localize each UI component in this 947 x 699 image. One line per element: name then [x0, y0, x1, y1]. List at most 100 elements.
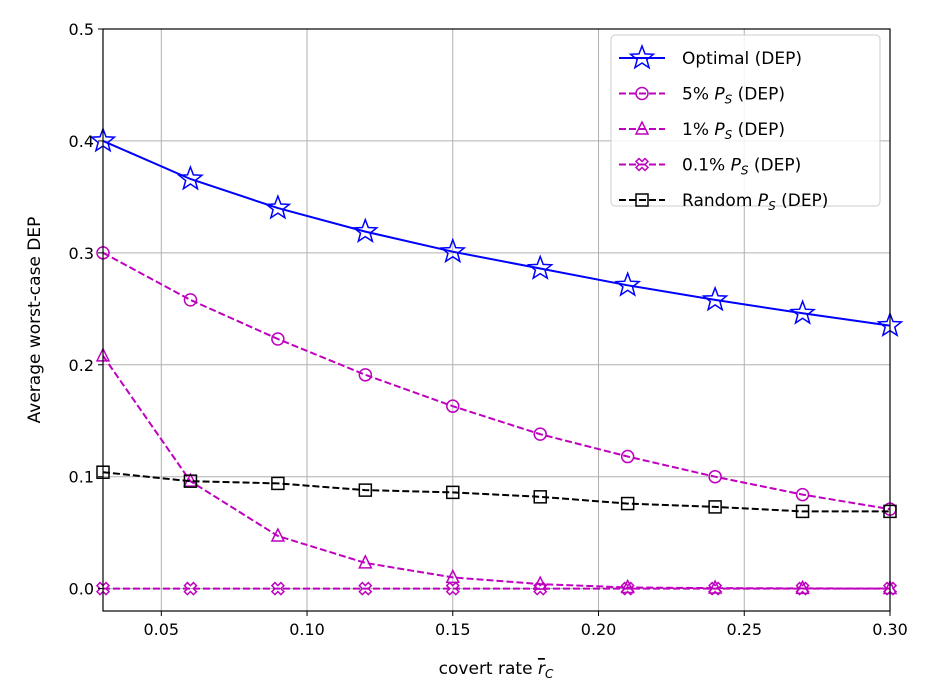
marker-x	[533, 581, 548, 596]
plot-frame	[102, 28, 891, 612]
x-axis-label: covert rate rC	[439, 659, 554, 681]
legend-label: 5% PS (DEP)	[682, 85, 785, 107]
legend-entry: Optimal (DEP)	[619, 43, 802, 70]
marker-x	[270, 581, 285, 596]
legend-label-suffix: (DEP)	[748, 156, 801, 176]
marker-circle	[795, 487, 810, 502]
legend-label-prefix: 5%	[682, 85, 714, 105]
marker-star	[789, 299, 817, 325]
marker-x	[708, 581, 723, 596]
marker-triangle	[270, 527, 286, 542]
x-tick-label: 0.30	[872, 620, 908, 639]
y-tick-label: 0.3	[69, 244, 94, 263]
marker-triangle	[358, 554, 373, 569]
x-axis-label-prefix: covert rate	[439, 659, 538, 679]
marker-star	[439, 237, 467, 264]
series-line	[102, 139, 891, 327]
x-tick-label: 0.20	[581, 620, 617, 639]
legend-entry: 0.1% PS (DEP)	[619, 156, 801, 178]
y-tick-label: 0.2	[69, 356, 94, 375]
legend-label-sub: S	[725, 93, 733, 107]
marker-circle	[533, 427, 547, 441]
marker-x	[445, 581, 460, 596]
legend-label-prefix: Optimal (DEP)	[682, 49, 802, 69]
marker-circle	[708, 469, 722, 484]
marker-square	[708, 500, 722, 514]
marker-square	[358, 483, 373, 497]
marker-circle	[358, 368, 373, 382]
legend-label-sub: S	[725, 128, 733, 142]
legend-entry: 5% PS (DEP)	[619, 85, 785, 107]
marker-square	[271, 476, 285, 491]
legend-label-var: P	[714, 85, 725, 105]
marker-circle	[183, 293, 198, 307]
x-axis-label-var: r	[538, 659, 546, 679]
legend-label-prefix: Random	[682, 191, 758, 211]
marker-star	[176, 164, 204, 191]
marker-square	[635, 193, 649, 207]
series-layer	[89, 126, 904, 596]
legend-label: 0.1% PS (DEP)	[682, 156, 801, 178]
legend-label-prefix: 0.1%	[682, 156, 731, 176]
marker-circle	[635, 86, 649, 101]
y-tick-label: 0.0	[69, 580, 94, 599]
series-4	[96, 465, 897, 519]
marker-star	[614, 271, 642, 297]
marker-square	[620, 496, 635, 511]
marker-star	[526, 254, 554, 280]
marker-circle	[271, 332, 285, 346]
y-axis-label: Average worst-case DEP	[25, 217, 45, 424]
y-tick-label: 0.1	[69, 468, 94, 487]
series-3	[95, 581, 898, 596]
x-tick-label: 0.15	[435, 620, 471, 639]
legend-label-var: P	[731, 156, 742, 176]
x-tick-label: 0.05	[143, 620, 179, 639]
series-1	[96, 246, 897, 516]
x-tick-label: 0.10	[289, 620, 325, 639]
legend-entry: 1% PS (DEP)	[619, 120, 785, 142]
marker-star	[701, 285, 729, 312]
legend-label: 1% PS (DEP)	[682, 120, 785, 142]
legend-label-var: P	[714, 120, 725, 140]
marker-circle	[620, 449, 635, 464]
y-tick-label: 0.4	[69, 132, 94, 151]
marker-square	[183, 474, 198, 488]
marker-square	[533, 490, 547, 504]
marker-x	[795, 581, 810, 596]
legend-label-suffix: (DEP)	[776, 191, 829, 211]
marker-x	[620, 581, 635, 596]
marker-star	[351, 217, 379, 244]
legend-label-var: P	[758, 191, 769, 211]
series-line	[102, 471, 890, 513]
series-line	[102, 251, 891, 511]
marker-square	[446, 485, 460, 500]
legend-label-suffix: (DEP)	[732, 120, 785, 140]
marker-star	[628, 43, 656, 70]
legend-label-suffix: (DEP)	[732, 85, 785, 105]
legend-label-sub: S	[741, 164, 749, 178]
marker-triangle	[634, 120, 650, 135]
marker-triangle	[707, 579, 723, 594]
legend-entry: Random PS (DEP)	[619, 191, 828, 213]
y-tick-label: 0.5	[69, 20, 94, 39]
legend-label: Random PS (DEP)	[682, 191, 828, 213]
x-tick-label: 0.25	[726, 620, 762, 639]
marker-x	[183, 581, 198, 596]
legend-label-prefix: 1%	[682, 120, 714, 140]
legend-box	[610, 34, 881, 207]
marker-triangle	[795, 579, 810, 595]
marker-square	[795, 504, 810, 519]
series-2	[95, 347, 898, 595]
series-line	[102, 355, 891, 590]
ticks: 0.05 0.10 0.15 0.20 0.25 0.30 0.0 0.1 0.2 0.3 0.4 0…	[69, 20, 908, 639]
x-axis-label-sub: C	[545, 667, 554, 681]
marker-star	[264, 193, 292, 220]
legend-label: Optimal (DEP)	[682, 49, 802, 69]
legend-label-sub: S	[768, 199, 776, 213]
marker-x	[634, 157, 650, 172]
marker-circle	[446, 399, 460, 413]
legend: Optimal (DEP)5% PS (DEP)1% PS (DEP)0.1% …	[610, 34, 881, 213]
marker-triangle	[445, 568, 460, 584]
marker-x	[358, 581, 373, 596]
